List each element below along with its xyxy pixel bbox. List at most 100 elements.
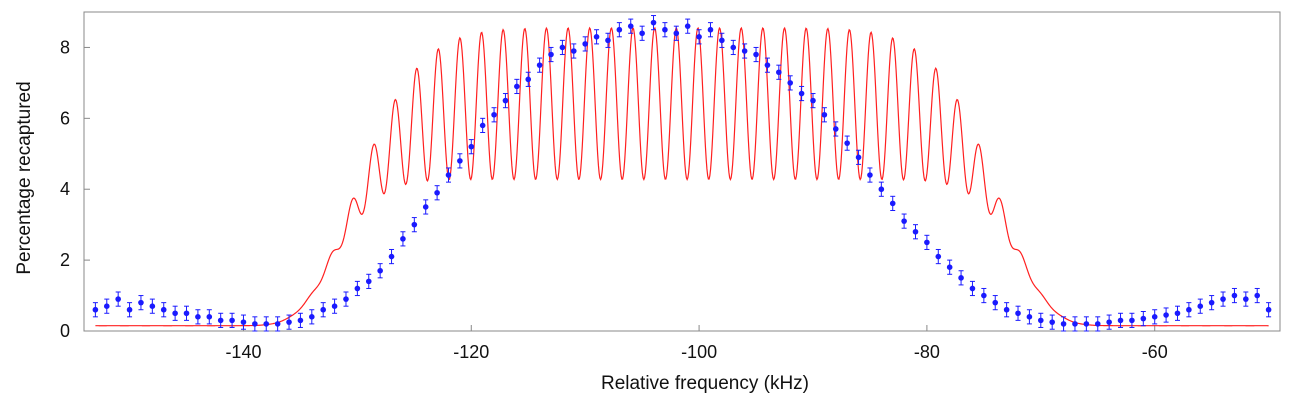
data-point	[639, 30, 645, 37]
data-point	[1129, 317, 1135, 324]
data-point	[297, 317, 304, 324]
data-point	[160, 306, 167, 313]
data-point	[1083, 321, 1090, 327]
data-point	[776, 69, 782, 76]
data-point	[559, 44, 566, 51]
y-tick-label: 2	[60, 250, 70, 270]
y-tick-label: 0	[60, 321, 70, 341]
data-point	[468, 143, 475, 150]
data-point	[969, 285, 976, 292]
data-point	[1254, 292, 1261, 299]
data-point	[479, 122, 486, 129]
data-point	[570, 48, 577, 54]
data-point	[457, 158, 463, 164]
data-point	[183, 310, 190, 317]
data-point	[764, 62, 771, 68]
data-point	[582, 41, 588, 47]
data-point	[343, 296, 349, 302]
data-point	[103, 303, 110, 309]
data-point	[548, 51, 554, 58]
data-point	[627, 23, 634, 29]
data-point	[1094, 321, 1101, 327]
data-point	[844, 140, 850, 146]
data-point	[149, 303, 156, 309]
data-point	[1060, 321, 1067, 327]
data-point	[753, 51, 759, 58]
data-point	[1163, 312, 1169, 318]
x-tick-label: -120	[453, 342, 489, 362]
data-point	[514, 83, 520, 90]
data-point	[92, 306, 99, 313]
data-point	[696, 34, 702, 40]
x-axis-title: Relative frequency (kHz)	[601, 373, 809, 394]
data-point	[536, 62, 543, 68]
data-point	[1174, 310, 1181, 317]
data-point	[1220, 296, 1226, 302]
data-point	[889, 200, 896, 207]
data-point	[434, 189, 440, 196]
data-point	[422, 204, 429, 210]
data-point	[707, 26, 714, 33]
y-tick-label: 8	[60, 37, 70, 57]
data-point	[274, 321, 281, 327]
data-point	[195, 314, 201, 320]
data-point	[958, 275, 964, 281]
data-point	[992, 299, 999, 306]
x-tick-label: -60	[1142, 342, 1168, 362]
data-point	[719, 37, 725, 44]
data-point	[810, 97, 816, 104]
x-tick-label: -100	[681, 342, 717, 362]
data-point	[616, 26, 623, 33]
data-point	[593, 34, 600, 40]
data-point	[946, 264, 953, 271]
data-point	[1106, 319, 1112, 325]
data-point	[263, 321, 270, 327]
y-axis-ticks: 0 2 4 6 8	[60, 37, 90, 341]
data-point	[1208, 299, 1215, 306]
data-point	[650, 19, 657, 26]
data-point	[354, 285, 361, 292]
data-point	[377, 267, 383, 274]
x-tick-label: -140	[225, 342, 261, 362]
data-point	[229, 317, 235, 324]
data-point	[331, 303, 338, 309]
data-point	[1140, 315, 1147, 322]
x-tick-label: -80	[914, 342, 940, 362]
data-point	[365, 278, 372, 285]
data-point	[855, 154, 862, 161]
data-point	[1049, 319, 1055, 325]
y-tick-label: 4	[60, 179, 70, 199]
data-point	[821, 111, 828, 118]
data-point	[388, 253, 395, 260]
data-point	[309, 314, 315, 320]
data-point	[1186, 306, 1192, 313]
data-point	[400, 236, 406, 242]
data-point	[126, 306, 133, 313]
data-point	[1015, 310, 1021, 317]
data-point	[1197, 303, 1204, 309]
data-point	[206, 314, 213, 320]
y-axis-title: Percentage recaptured	[14, 81, 35, 274]
data-point	[1243, 296, 1249, 302]
data-point	[1072, 321, 1078, 327]
x-axis-ticks: -140 -120 -100 -80 -60	[225, 325, 1168, 362]
data-point	[1038, 317, 1044, 324]
data-point	[924, 239, 930, 246]
data-point	[730, 44, 737, 51]
data-point	[798, 90, 805, 97]
data-point	[1231, 292, 1238, 299]
data-point	[286, 319, 292, 325]
data-points-layer	[92, 15, 1272, 332]
data-point	[1003, 306, 1010, 313]
data-point	[741, 48, 748, 54]
plot-frame	[83, 11, 1281, 332]
data-point	[217, 317, 224, 324]
data-point	[935, 253, 942, 260]
data-point	[912, 228, 919, 235]
data-point	[901, 218, 907, 224]
data-point	[320, 306, 327, 313]
data-point	[502, 97, 509, 104]
data-point	[684, 23, 691, 29]
data-point	[240, 319, 247, 325]
